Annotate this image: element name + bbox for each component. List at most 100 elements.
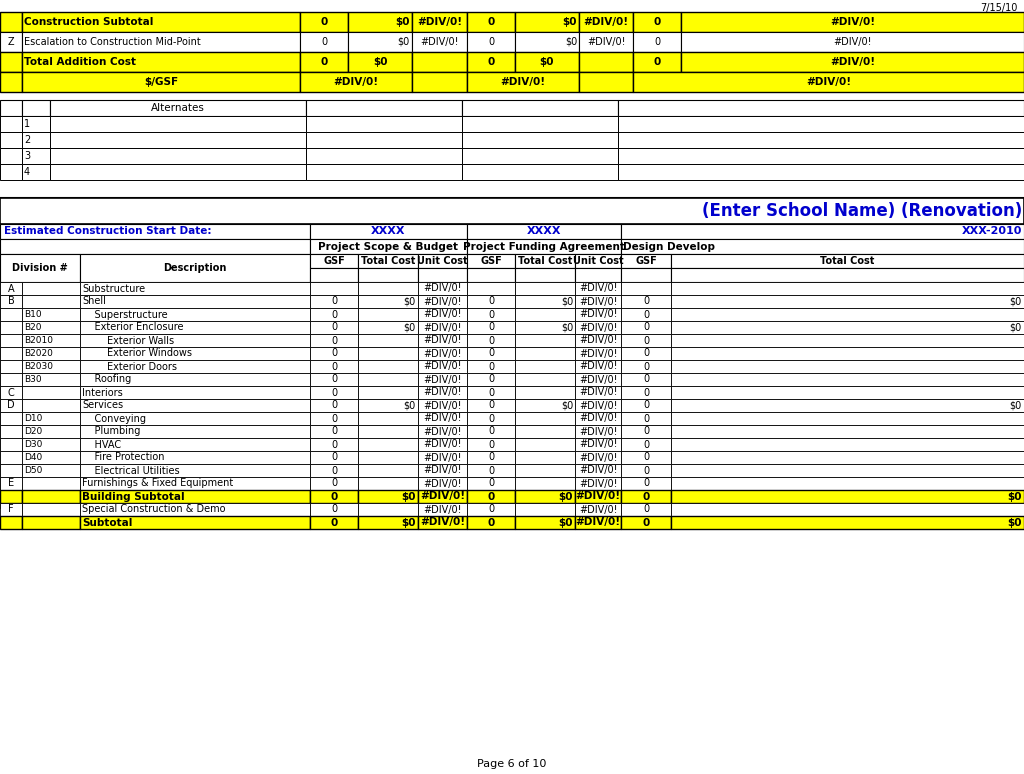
Bar	[621, 464, 671, 477]
Bar	[22, 52, 300, 72]
Bar	[0, 224, 310, 239]
Bar	[671, 399, 1024, 412]
Bar	[358, 308, 418, 321]
Bar	[22, 347, 80, 360]
Bar	[0, 386, 22, 399]
Bar	[671, 451, 1024, 464]
Bar	[515, 334, 575, 347]
Text: D20: D20	[24, 427, 42, 436]
Bar	[306, 132, 462, 148]
Bar	[358, 282, 418, 295]
Bar	[575, 503, 621, 516]
Text: Plumbing: Plumbing	[82, 426, 140, 437]
Bar	[358, 516, 418, 529]
Bar	[462, 164, 618, 180]
Bar	[22, 412, 80, 425]
Text: A: A	[8, 283, 14, 293]
Text: #DIV/0!: #DIV/0!	[423, 296, 462, 307]
Bar	[462, 100, 618, 116]
Bar	[22, 373, 80, 386]
Bar	[300, 12, 348, 32]
Text: 0: 0	[488, 348, 494, 358]
Bar	[0, 132, 22, 148]
Bar	[22, 164, 50, 180]
Text: XXXX: XXXX	[372, 227, 406, 237]
Bar	[0, 321, 22, 334]
Text: Total Cost: Total Cost	[360, 256, 415, 266]
Bar	[515, 412, 575, 425]
Text: B2010: B2010	[24, 336, 53, 345]
Text: 0: 0	[331, 453, 337, 463]
Text: 0: 0	[488, 465, 494, 475]
Bar	[50, 116, 306, 132]
Bar	[22, 464, 80, 477]
Text: #DIV/0!: #DIV/0!	[423, 400, 462, 410]
Text: $0: $0	[561, 400, 573, 410]
Bar	[22, 32, 300, 52]
Text: (Enter School Name) (Renovation): (Enter School Name) (Renovation)	[701, 202, 1022, 220]
Text: 0: 0	[331, 388, 337, 398]
Bar	[515, 516, 575, 529]
Text: 0: 0	[331, 296, 337, 307]
Text: 1: 1	[24, 119, 30, 129]
Text: B2030: B2030	[24, 362, 53, 371]
Bar	[467, 399, 515, 412]
Bar	[418, 412, 467, 425]
Text: 2: 2	[24, 135, 31, 145]
Bar	[671, 295, 1024, 308]
Bar	[22, 116, 50, 132]
Bar	[467, 464, 515, 477]
Bar	[310, 490, 358, 503]
Text: #DIV/0!: #DIV/0!	[579, 310, 617, 320]
Text: 0: 0	[331, 491, 338, 502]
Text: #DIV/0!: #DIV/0!	[423, 361, 462, 372]
Bar	[575, 464, 621, 477]
Text: 0: 0	[643, 323, 649, 333]
Bar	[0, 334, 22, 347]
Bar	[575, 516, 621, 529]
Text: $0: $0	[1010, 400, 1022, 410]
Bar	[22, 360, 80, 373]
Bar	[22, 438, 80, 451]
Bar	[310, 295, 358, 308]
Bar	[0, 347, 22, 360]
Bar	[80, 412, 310, 425]
Bar	[310, 516, 358, 529]
Bar	[467, 516, 515, 529]
Bar	[80, 373, 310, 386]
Text: F: F	[8, 505, 13, 515]
Text: Exterior Enclosure: Exterior Enclosure	[82, 323, 183, 333]
Bar	[358, 295, 418, 308]
Bar	[515, 464, 575, 477]
Bar	[467, 224, 621, 239]
Bar	[418, 477, 467, 490]
Bar	[467, 254, 515, 268]
Bar	[418, 399, 467, 412]
Bar	[467, 295, 515, 308]
Bar	[418, 334, 467, 347]
Bar	[0, 100, 22, 116]
Bar	[515, 295, 575, 308]
Text: #DIV/0!: #DIV/0!	[587, 37, 626, 47]
Text: 0: 0	[643, 375, 649, 385]
Text: Division #: Division #	[12, 263, 68, 273]
Bar	[418, 254, 467, 268]
Bar	[575, 360, 621, 373]
Text: #DIV/0!: #DIV/0!	[420, 37, 459, 47]
Bar	[22, 12, 300, 32]
Text: 0: 0	[487, 491, 495, 502]
Text: Substructure: Substructure	[82, 283, 145, 293]
Bar	[462, 148, 618, 164]
Bar	[358, 490, 418, 503]
Bar	[300, 72, 412, 92]
Bar	[515, 477, 575, 490]
Bar	[681, 52, 1024, 72]
Text: #DIV/0!: #DIV/0!	[806, 77, 851, 87]
Text: 0: 0	[488, 413, 494, 423]
Text: #DIV/0!: #DIV/0!	[579, 375, 617, 385]
Text: 0: 0	[643, 296, 649, 307]
Bar	[418, 464, 467, 477]
Text: #DIV/0!: #DIV/0!	[579, 440, 617, 450]
Text: #DIV/0!: #DIV/0!	[420, 491, 465, 502]
Bar	[671, 373, 1024, 386]
